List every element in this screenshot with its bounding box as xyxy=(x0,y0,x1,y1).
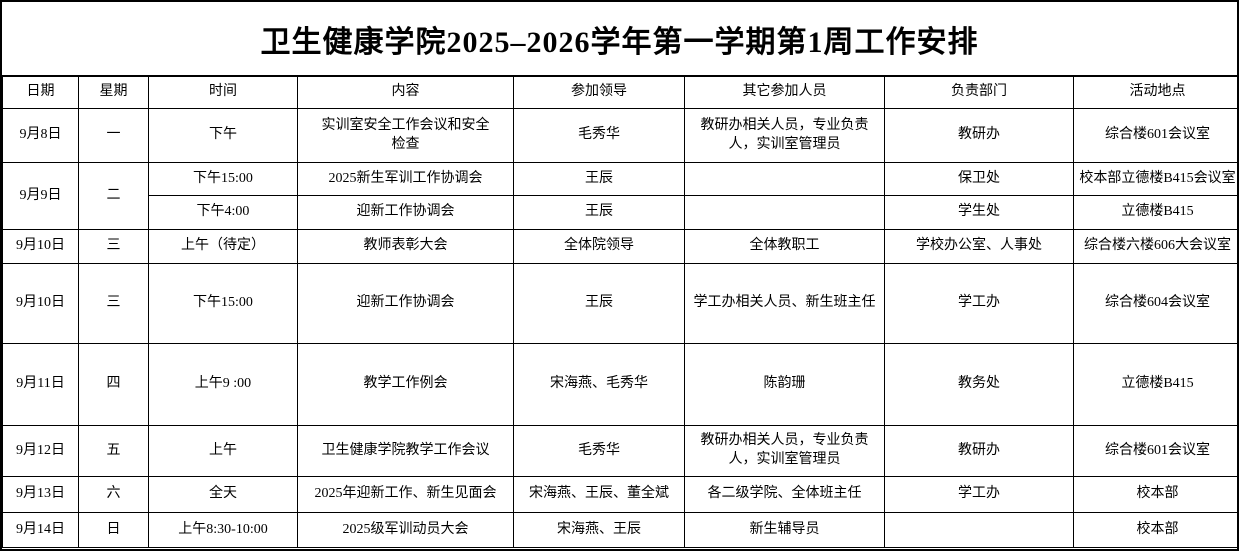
cell-date: 9月9日 xyxy=(2,162,79,230)
col-header-dept: 负责部门 xyxy=(884,76,1074,109)
cell-time: 上午8:30-10:00 xyxy=(148,512,298,548)
cell-week: 五 xyxy=(78,425,149,477)
col-header-date: 日期 xyxy=(2,76,79,109)
cell-time: 上午 xyxy=(148,425,298,477)
cell-leaders: 宋海燕、王辰 xyxy=(513,512,685,548)
cell-location: 校本部 xyxy=(1073,512,1237,548)
cell-time: 全天 xyxy=(148,476,298,513)
table-row: 9月13日 六 全天 2025年迎新工作、新生见面会 宋海燕、王辰、董全斌 各二… xyxy=(2,476,1237,513)
table-row: 9月8日 一 下午 实训室安全工作会议和安全 检查 毛秀华 教研办相关人员，专业… xyxy=(2,108,1237,163)
cell-dept: 学工办 xyxy=(884,476,1074,513)
cell-location: 综合楼604会议室 xyxy=(1073,263,1237,344)
cell-date: 9月12日 xyxy=(2,425,79,477)
cell-week: 日 xyxy=(78,512,149,548)
cell-location: 综合楼601会议室 xyxy=(1073,108,1237,163)
cell-content: 教师表彰大会 xyxy=(297,229,514,264)
cell-dept: 教研办 xyxy=(884,425,1074,477)
cell-content: 迎新工作协调会 xyxy=(297,263,514,344)
cell-others: 各二级学院、全体班主任 xyxy=(684,476,885,513)
cell-location: 综合楼六楼606大会议室 xyxy=(1073,229,1237,264)
cell-others: 学工办相关人员、新生班主任 xyxy=(684,263,885,344)
cell-content: 迎新工作协调会 xyxy=(297,195,514,230)
cell-date: 9月8日 xyxy=(2,108,79,163)
cell-dept: 学生处 xyxy=(884,195,1074,230)
col-header-leaders: 参加领导 xyxy=(513,76,685,109)
cell-others: 教研办相关人员，专业负责 人，实训室管理员 xyxy=(684,108,885,163)
cell-time: 下午15:00 xyxy=(148,162,298,196)
cell-others: 新生辅导员 xyxy=(684,512,885,548)
table-row: 9月10日 三 下午15:00 迎新工作协调会 王辰 学工办相关人员、新生班主任… xyxy=(2,263,1237,344)
cell-dept xyxy=(884,512,1074,548)
cell-week: 四 xyxy=(78,343,149,426)
cell-week: 六 xyxy=(78,476,149,513)
cell-time: 下午4:00 xyxy=(148,195,298,230)
cell-content: 教学工作例会 xyxy=(297,343,514,426)
table-row: 9月14日 日 上午8:30-10:00 2025级军训动员大会 宋海燕、王辰 … xyxy=(2,512,1237,548)
cell-location: 校本部 xyxy=(1073,476,1237,513)
cell-dept: 学工办 xyxy=(884,263,1074,344)
cell-location: 校本部立德楼B415会议室 xyxy=(1073,162,1237,196)
col-header-others: 其它参加人员 xyxy=(684,76,885,109)
cell-dept: 教务处 xyxy=(884,343,1074,426)
cell-time: 上午9 :00 xyxy=(148,343,298,426)
cell-time: 下午 xyxy=(148,108,298,163)
page-title: 卫生健康学院2025–2026学年第一学期第1周工作安排 xyxy=(2,2,1237,76)
cell-dept: 保卫处 xyxy=(884,162,1074,196)
cell-leaders: 毛秀华 xyxy=(513,108,685,163)
cell-leaders: 王辰 xyxy=(513,162,685,196)
cell-others: 教研办相关人员，专业负责 人，实训室管理员 xyxy=(684,425,885,477)
table-row: 9月9日 二 下午15:00 2025新生军训工作协调会 王辰 保卫处 校本部立… xyxy=(2,162,1237,230)
cell-week: 三 xyxy=(78,229,149,264)
table-row: 下午4:00 迎新工作协调会 王辰 学生处 立德楼B415 xyxy=(3,195,1237,230)
cell-date: 9月14日 xyxy=(2,512,79,548)
cell-date: 9月13日 xyxy=(2,476,79,513)
cell-leaders: 王辰 xyxy=(513,263,685,344)
cell-others xyxy=(684,162,885,196)
cell-leaders: 王辰 xyxy=(513,195,685,230)
cell-content: 2025级军训动员大会 xyxy=(297,512,514,548)
cell-dept: 教研办 xyxy=(884,108,1074,163)
cell-week: 一 xyxy=(78,108,149,163)
cell-others: 全体教职工 xyxy=(684,229,885,264)
header-row: 日期 星期 时间 内容 参加领导 其它参加人员 负责部门 活动地点 xyxy=(2,76,1237,109)
cell-location: 综合楼601会议室 xyxy=(1073,425,1237,477)
schedule-table: 日期 星期 时间 内容 参加领导 其它参加人员 负责部门 活动地点 9月8日 一… xyxy=(2,76,1237,548)
cell-dept: 学校办公室、人事处 xyxy=(884,229,1074,264)
col-header-week: 星期 xyxy=(78,76,149,109)
cell-date: 9月10日 xyxy=(2,263,79,344)
cell-week: 三 xyxy=(78,263,149,344)
table-row: 9月12日 五 上午 卫生健康学院教学工作会议 毛秀华 教研办相关人员，专业负责… xyxy=(2,425,1237,477)
cell-others xyxy=(684,195,885,230)
cell-time: 下午15:00 xyxy=(148,263,298,344)
cell-date: 9月11日 xyxy=(2,343,79,426)
cell-leaders: 宋海燕、王辰、董全斌 xyxy=(513,476,685,513)
cell-content: 卫生健康学院教学工作会议 xyxy=(297,425,514,477)
col-header-time: 时间 xyxy=(148,76,298,109)
cell-leaders: 宋海燕、毛秀华 xyxy=(513,343,685,426)
col-header-content: 内容 xyxy=(297,76,514,109)
cell-date: 9月10日 xyxy=(2,229,79,264)
cell-leaders: 毛秀华 xyxy=(513,425,685,477)
cell-others: 陈韵珊 xyxy=(684,343,885,426)
table-row: 9月11日 四 上午9 :00 教学工作例会 宋海燕、毛秀华 陈韵珊 教务处 立… xyxy=(2,343,1237,426)
cell-content: 2025年迎新工作、新生见面会 xyxy=(297,476,514,513)
cell-content: 实训室安全工作会议和安全 检查 xyxy=(297,108,514,163)
table-row: 9月10日 三 上午（待定） 教师表彰大会 全体院领导 全体教职工 学校办公室、… xyxy=(2,229,1237,264)
cell-location: 立德楼B415 xyxy=(1073,195,1237,230)
cell-content: 2025新生军训工作协调会 xyxy=(297,162,514,196)
cell-time: 上午（待定） xyxy=(148,229,298,264)
cell-location: 立德楼B415 xyxy=(1073,343,1237,426)
cell-week: 二 xyxy=(78,162,149,230)
col-header-location: 活动地点 xyxy=(1073,76,1237,109)
cell-leaders: 全体院领导 xyxy=(513,229,685,264)
